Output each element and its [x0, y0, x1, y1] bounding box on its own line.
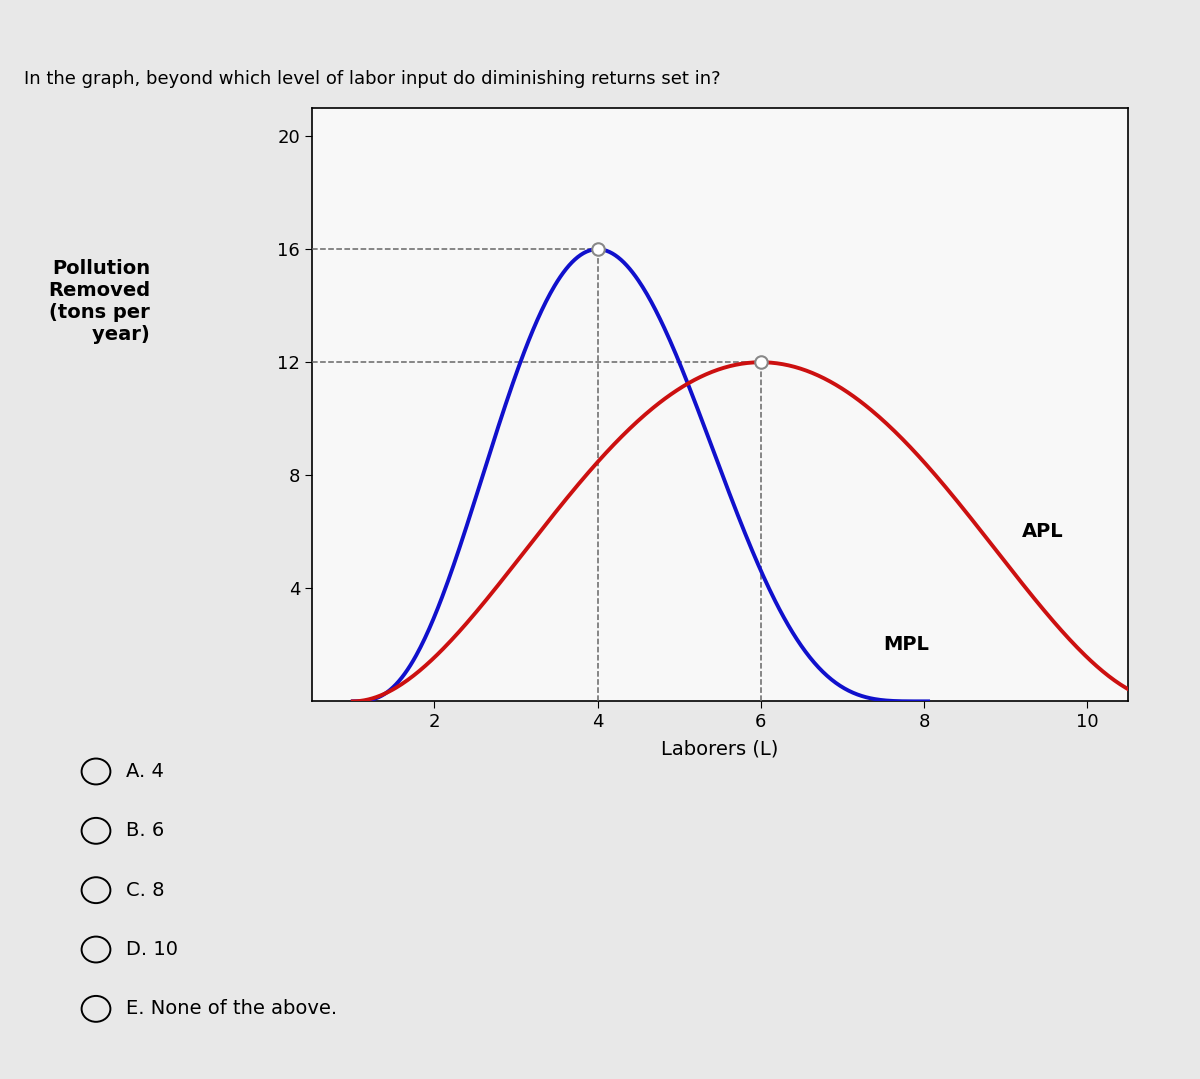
Text: Pollution
Removed
(tons per
    year): Pollution Removed (tons per year): [48, 259, 150, 344]
Text: C. 8: C. 8: [126, 880, 164, 900]
Text: APL: APL: [1022, 522, 1063, 542]
Text: D. 10: D. 10: [126, 940, 178, 959]
Text: E. None of the above.: E. None of the above.: [126, 999, 337, 1019]
Text: In the graph, beyond which level of labor input do diminishing returns set in?: In the graph, beyond which level of labo…: [24, 70, 721, 88]
X-axis label: Laborers (L): Laborers (L): [661, 739, 779, 759]
Text: A. 4: A. 4: [126, 762, 164, 781]
Text: MPL: MPL: [883, 636, 929, 654]
Text: B. 6: B. 6: [126, 821, 164, 841]
